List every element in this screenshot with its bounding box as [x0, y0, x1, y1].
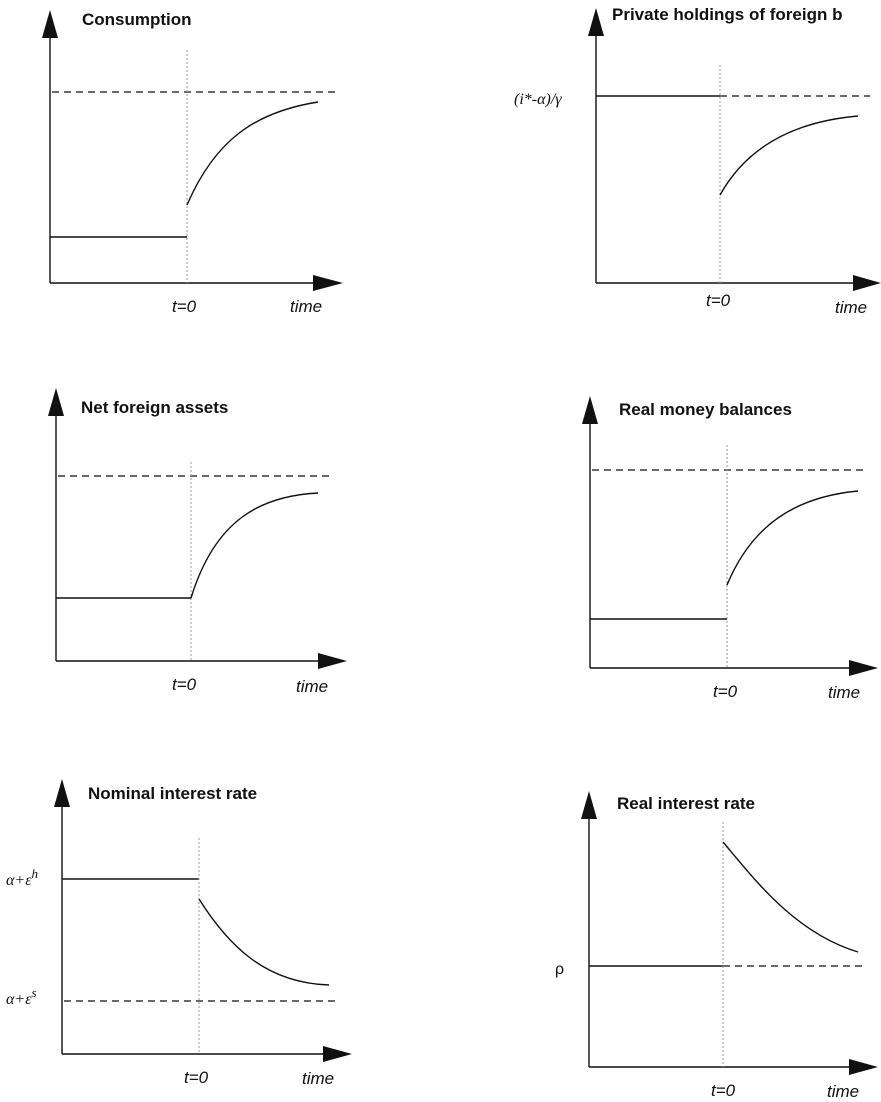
panel-private-holdings: Private holdings of foreign b (i*-α)/γ t…: [514, 5, 881, 317]
y-level-label-high-sup: h: [32, 866, 39, 881]
y-axis-arrow: [54, 779, 70, 807]
t0-label: t=0: [172, 675, 197, 694]
y-level-label: ρ: [555, 961, 564, 978]
panel-title: Real interest rate: [617, 794, 755, 813]
y-level-label-low-sup: s: [32, 985, 37, 1000]
panel-title: Private holdings of foreign b: [612, 5, 842, 24]
adjustment-curve: [190, 492, 319, 599]
panel-consumption: Consumption t=0 time: [42, 10, 343, 316]
y-axis-arrow: [582, 396, 598, 424]
y-axis-arrow: [42, 10, 58, 38]
x-axis-arrow: [313, 275, 343, 291]
y-level-label-high: α+εh: [6, 866, 38, 889]
time-label: time: [835, 298, 867, 317]
y-axis-arrow: [581, 791, 597, 819]
adjustment-curve: [719, 115, 859, 196]
y-level-label: (i*-α)/γ: [514, 91, 562, 108]
adjustment-curve: [726, 490, 859, 586]
time-label: time: [302, 1069, 334, 1088]
panel-net-foreign-assets: Net foreign assets t=0 time: [48, 388, 347, 696]
time-label: time: [827, 1082, 859, 1101]
x-axis-arrow: [849, 1059, 878, 1075]
t0-label: t=0: [184, 1068, 209, 1087]
t0-label: t=0: [706, 291, 731, 310]
panel-nominal-interest-rate: Nominal interest rate α+εh α+εs t=0 time: [6, 779, 352, 1088]
y-level-label-high-base: α+ε: [6, 872, 32, 889]
panel-real-interest-rate: Real interest rate ρ t=0 time: [555, 791, 878, 1101]
adjustment-curve: [722, 841, 859, 953]
panel-title: Real money balances: [619, 400, 792, 419]
panel-title: Nominal interest rate: [88, 784, 257, 803]
panel-title: Net foreign assets: [81, 398, 228, 417]
t0-label: t=0: [713, 682, 738, 701]
y-level-label-low-base: α+ε: [6, 991, 32, 1008]
t0-label: t=0: [172, 297, 197, 316]
time-label: time: [828, 683, 860, 702]
x-axis-arrow: [318, 653, 347, 669]
time-label: time: [296, 677, 328, 696]
y-axis-arrow: [48, 388, 64, 416]
x-axis-arrow: [323, 1046, 352, 1062]
x-axis-arrow: [849, 660, 878, 676]
time-label: time: [290, 297, 322, 316]
panel-title: Consumption: [82, 10, 192, 29]
x-axis-arrow: [853, 275, 881, 291]
adjustment-curve: [186, 101, 319, 206]
t0-label: t=0: [711, 1081, 736, 1100]
y-axis-arrow: [588, 8, 604, 36]
adjustment-curve: [198, 898, 330, 986]
panel-real-money-balances: Real money balances t=0 time: [582, 396, 878, 702]
y-level-label-low: α+εs: [6, 985, 37, 1008]
